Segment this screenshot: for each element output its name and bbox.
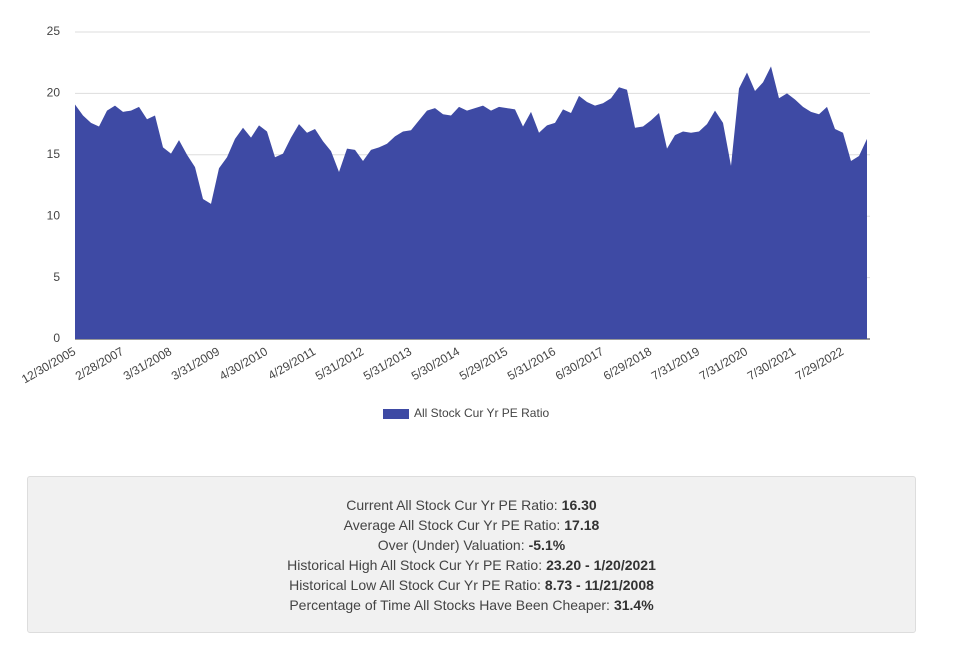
x-tick-label: 3/31/2009 xyxy=(169,344,223,383)
y-tick-label: 5 xyxy=(53,270,60,284)
x-tick-label: 4/30/2010 xyxy=(217,344,271,383)
x-tick-label: 7/29/2022 xyxy=(793,344,847,383)
stat-value: 16.30 xyxy=(561,497,597,513)
stat-label: Historical Low All Stock Cur Yr PE Ratio… xyxy=(289,577,541,593)
stat-value: 8.73 - 11/21/2008 xyxy=(544,577,654,593)
stat-row: Percentage of Time All Stocks Have Been … xyxy=(28,595,915,615)
stat-label: Historical High All Stock Cur Yr PE Rati… xyxy=(287,557,543,573)
x-tick-label: 3/31/2008 xyxy=(121,344,175,383)
y-tick-label: 0 xyxy=(53,331,60,345)
x-tick-label: 4/29/2011 xyxy=(266,344,319,383)
x-tick-label: 5/31/2016 xyxy=(505,344,559,383)
stat-label: Over (Under) Valuation: xyxy=(377,537,525,553)
x-tick-label: 5/30/2014 xyxy=(409,344,463,383)
x-tick-label: 6/29/2018 xyxy=(601,344,655,383)
stat-label: Current All Stock Cur Yr PE Ratio: xyxy=(346,497,558,513)
stat-row: Over (Under) Valuation: -5.1% xyxy=(28,535,915,555)
stat-row: Current All Stock Cur Yr PE Ratio: 16.30 xyxy=(28,495,915,515)
legend-swatch xyxy=(383,409,409,419)
x-tick-label: 7/31/2020 xyxy=(697,344,751,383)
area xyxy=(75,66,867,339)
stat-label: Average All Stock Cur Yr PE Ratio: xyxy=(343,517,561,533)
chart: 0 5 10 15 20 25 12/30/20052/28/20073/31/20083/… xyxy=(19,24,870,420)
stat-row: Average All Stock Cur Yr PE Ratio: 17.18 xyxy=(28,515,915,535)
x-tick-label: 5/29/2015 xyxy=(457,344,511,383)
stat-value: 17.18 xyxy=(564,517,600,533)
x-tick-label: 7/31/2019 xyxy=(649,344,703,383)
stat-label: Percentage of Time All Stocks Have Been … xyxy=(289,597,610,613)
x-tick-label: 6/30/2017 xyxy=(553,344,607,383)
x-tick-label: 2/28/2007 xyxy=(73,344,127,383)
y-tick-label: 15 xyxy=(47,147,61,161)
y-tick-label: 25 xyxy=(47,24,61,38)
y-tick-label: 10 xyxy=(47,208,61,222)
x-tick-label: 12/30/2005 xyxy=(19,344,78,386)
y-tick-label: 20 xyxy=(47,86,61,100)
legend-label: All Stock Cur Yr PE Ratio xyxy=(414,406,549,420)
stat-value: 23.20 - 1/20/2021 xyxy=(546,557,656,573)
x-tick-label: 5/31/2013 xyxy=(361,344,415,383)
stats-box: Current All Stock Cur Yr PE Ratio: 16.30 A… xyxy=(27,476,916,633)
stat-row: Historical Low All Stock Cur Yr PE Ratio… xyxy=(28,575,915,595)
stat-value: 31.4% xyxy=(613,597,654,613)
x-tick-label: 7/30/2021 xyxy=(745,344,799,383)
x-tick-label: 5/31/2012 xyxy=(313,344,367,383)
stat-value: -5.1% xyxy=(528,537,566,553)
stat-row: Historical High All Stock Cur Yr PE Rati… xyxy=(28,555,915,575)
